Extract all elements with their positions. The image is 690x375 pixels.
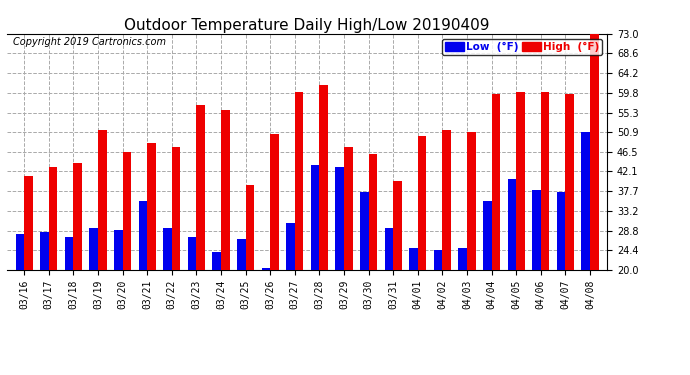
Bar — [123, 152, 131, 359]
Bar — [270, 134, 279, 359]
Bar — [295, 92, 304, 359]
Bar — [221, 110, 230, 359]
Bar — [65, 237, 73, 359]
Bar — [24, 176, 32, 359]
Bar — [197, 105, 205, 359]
Bar — [368, 154, 377, 359]
Bar — [393, 181, 402, 359]
Bar — [491, 94, 500, 359]
Bar — [246, 185, 254, 359]
Bar — [163, 228, 172, 359]
Bar — [286, 223, 295, 359]
Bar — [188, 237, 197, 359]
Bar — [172, 147, 180, 359]
Bar — [434, 250, 442, 359]
Bar — [590, 34, 599, 359]
Bar — [360, 192, 368, 359]
Bar — [335, 168, 344, 359]
Legend: Low  (°F), High  (°F): Low (°F), High (°F) — [442, 39, 602, 56]
Bar — [467, 132, 475, 359]
Bar — [541, 92, 549, 359]
Bar — [582, 132, 590, 359]
Bar — [344, 147, 353, 359]
Bar — [213, 252, 221, 359]
Bar — [319, 85, 328, 359]
Bar — [114, 230, 123, 359]
Bar — [310, 165, 319, 359]
Bar — [89, 228, 98, 359]
Bar — [516, 92, 525, 359]
Bar — [147, 143, 156, 359]
Bar — [237, 239, 246, 359]
Bar — [409, 248, 417, 359]
Bar — [442, 130, 451, 359]
Bar — [262, 268, 270, 359]
Title: Outdoor Temperature Daily High/Low 20190409: Outdoor Temperature Daily High/Low 20190… — [124, 18, 490, 33]
Bar — [458, 248, 467, 359]
Bar — [139, 201, 147, 359]
Bar — [417, 136, 426, 359]
Bar — [98, 130, 106, 359]
Bar — [565, 94, 574, 359]
Bar — [532, 190, 541, 359]
Bar — [40, 232, 49, 359]
Bar — [15, 234, 24, 359]
Bar — [384, 228, 393, 359]
Bar — [508, 178, 516, 359]
Bar — [483, 201, 491, 359]
Text: Copyright 2019 Cartronics.com: Copyright 2019 Cartronics.com — [13, 37, 166, 47]
Bar — [557, 192, 565, 359]
Bar — [73, 163, 82, 359]
Bar — [49, 168, 57, 359]
